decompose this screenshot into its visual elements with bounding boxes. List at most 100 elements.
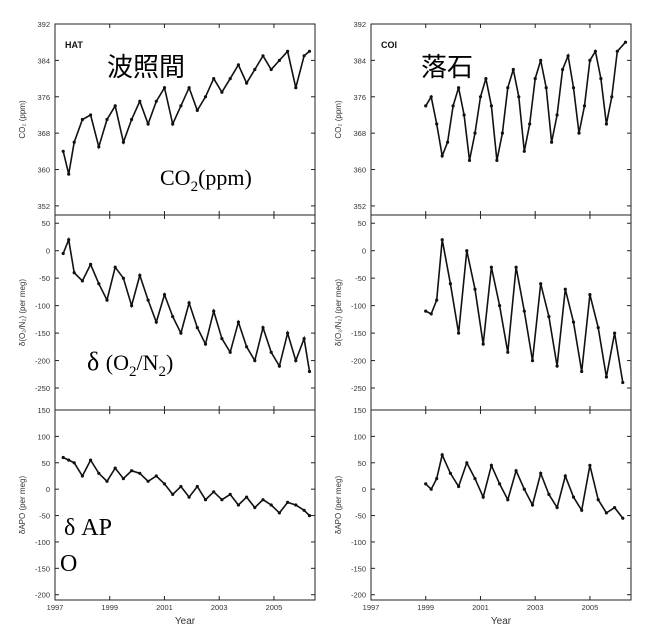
x-tick-label: 2003	[211, 603, 228, 612]
data-point	[195, 108, 199, 112]
data-point	[435, 298, 439, 302]
data-point	[253, 67, 257, 72]
data-point	[187, 495, 191, 499]
data-point	[571, 320, 576, 324]
y-tick-label: 50	[42, 219, 50, 228]
data-point	[514, 265, 518, 269]
data-point	[522, 309, 526, 313]
data-point	[580, 369, 584, 374]
data-point	[162, 482, 167, 486]
data-point	[212, 77, 216, 81]
data-point	[615, 49, 619, 53]
data-point	[286, 49, 290, 53]
data-point	[489, 265, 493, 269]
data-point	[462, 113, 466, 117]
data-point	[424, 309, 428, 313]
data-point	[547, 315, 551, 319]
data-point	[440, 154, 444, 158]
annotation-co2: CO2(ppm)	[160, 165, 252, 195]
data-point	[577, 131, 581, 135]
data-point	[105, 298, 109, 302]
y-tick-label: 0	[46, 485, 50, 494]
y-tick-label: 50	[358, 459, 366, 468]
data-point	[162, 293, 167, 297]
y-tick-label: 360	[353, 166, 366, 175]
data-point	[307, 514, 312, 518]
data-point	[138, 471, 142, 475]
data-point	[473, 131, 477, 135]
x-tick-label: 1999	[417, 603, 434, 612]
data-point	[253, 506, 257, 510]
y-tick-label: -100	[35, 302, 50, 311]
y-tick-label: -150	[351, 329, 366, 338]
data-point	[80, 117, 84, 122]
y-tick-label: 100	[37, 432, 50, 441]
x-tick-label: 2005	[266, 603, 283, 612]
data-point	[269, 67, 273, 72]
data-point	[80, 279, 84, 283]
data-point	[245, 81, 249, 85]
data-point	[113, 265, 117, 269]
plot-frame	[54, 214, 316, 411]
data-point	[481, 342, 485, 346]
site-name-japanese: 落石	[421, 53, 473, 83]
y-tick-label: -150	[35, 564, 50, 573]
data-point	[261, 498, 265, 502]
data-point	[465, 461, 469, 465]
y-tick-label: 384	[37, 56, 50, 65]
y-tick-label: 376	[353, 93, 366, 102]
data-point	[593, 49, 598, 53]
data-point	[220, 90, 224, 94]
data-point	[220, 498, 224, 502]
y-tick-label: -250	[351, 384, 366, 393]
data-point	[435, 122, 439, 126]
data-point	[424, 482, 428, 486]
data-point	[97, 145, 101, 149]
data-point	[506, 86, 510, 90]
data-point	[473, 287, 477, 291]
y-tick-label: 100	[353, 432, 366, 441]
data-point	[621, 516, 625, 520]
data-point	[547, 492, 551, 496]
data-point	[67, 238, 71, 242]
y-axis-label: δAPO (per meg)	[18, 476, 27, 535]
data-point	[130, 117, 134, 122]
y-tick-label: 384	[353, 56, 366, 65]
data-point	[495, 158, 499, 162]
y-axis-label: δAPO (per meg)	[334, 476, 343, 535]
data-point	[195, 484, 199, 489]
data-point	[72, 271, 76, 275]
data-point	[121, 477, 125, 481]
data-point	[105, 479, 109, 483]
data-point	[596, 326, 600, 330]
x-tick-label: 2003	[527, 603, 544, 612]
data-point	[484, 77, 488, 81]
data-point	[604, 122, 609, 126]
y-tick-label: 392	[37, 20, 50, 29]
data-point	[571, 495, 576, 499]
data-point	[277, 511, 281, 515]
data-point	[478, 95, 483, 99]
data-point	[457, 331, 461, 335]
data-point	[613, 331, 617, 335]
data-point	[522, 487, 526, 491]
data-point	[530, 503, 535, 507]
data-point	[113, 104, 117, 108]
data-point	[566, 54, 570, 58]
data-line	[425, 452, 624, 519]
data-point	[294, 359, 298, 363]
data-point	[302, 54, 306, 58]
data-point	[440, 238, 444, 242]
data-point	[580, 508, 584, 512]
y-tick-label: 352	[353, 202, 366, 211]
data-point	[130, 304, 134, 308]
annotation-apo-line2: O	[60, 551, 77, 577]
data-point	[429, 487, 433, 491]
data-point	[588, 463, 592, 467]
data-point	[154, 320, 158, 324]
y-tick-label: 376	[37, 93, 50, 102]
data-point	[72, 140, 76, 144]
data-point	[146, 479, 150, 483]
data-point	[623, 40, 628, 44]
